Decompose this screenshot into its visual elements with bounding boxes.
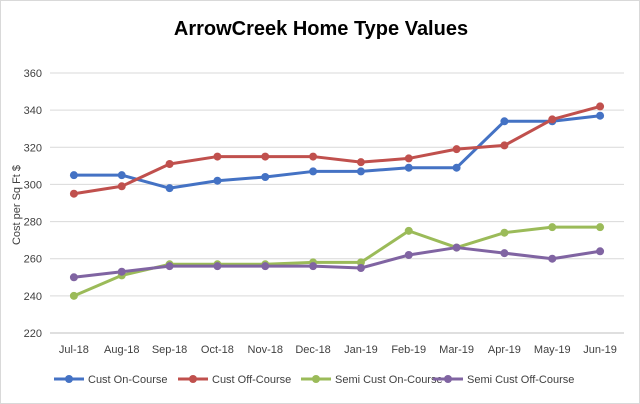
legend-label: Semi Cust On-Course <box>335 374 443 386</box>
y-tick-label: 220 <box>24 328 42 340</box>
x-tick-label: Dec-18 <box>295 344 330 356</box>
legend-label: Semi Cust Off-Course <box>467 374 574 386</box>
x-tick-label: Aug-18 <box>104 344 139 356</box>
data-point <box>117 267 126 276</box>
data-point <box>69 273 78 282</box>
y-tick-label: 340 <box>24 105 42 117</box>
y-axis-label: Cost per Sq Ft $ <box>11 165 23 245</box>
legend-item: Cust Off-Course <box>178 374 291 386</box>
data-point <box>548 254 557 263</box>
x-tick-label: Nov-18 <box>248 344 283 356</box>
y-tick-label: 240 <box>24 291 42 303</box>
series-line <box>73 114 601 190</box>
data-point <box>261 152 270 161</box>
data-point <box>69 171 78 180</box>
x-tick-label: Jun-19 <box>583 344 617 356</box>
data-point <box>596 223 605 232</box>
chart-title: ArrowCreek Home Type Values <box>174 18 468 40</box>
legend-item: Semi Cust Off-Course <box>433 374 574 386</box>
legend-swatch-marker <box>312 375 320 383</box>
gridlines <box>50 72 624 334</box>
legend-swatch-marker <box>65 375 73 383</box>
legend-swatch-marker <box>189 375 197 383</box>
y-tick-label: 320 <box>24 142 42 154</box>
data-point <box>356 258 365 267</box>
data-point <box>261 173 270 181</box>
y-tick-label: 280 <box>24 217 42 229</box>
y-tick-label: 360 <box>24 68 42 80</box>
series-group <box>69 243 605 282</box>
data-point <box>596 111 605 120</box>
data-point <box>309 262 318 271</box>
data-point <box>69 189 78 198</box>
data-point <box>452 145 461 154</box>
data-point <box>356 264 365 272</box>
data-point <box>404 251 413 259</box>
x-tick-label: Jul-18 <box>59 344 89 356</box>
data-point <box>452 243 461 252</box>
data-point <box>356 167 365 176</box>
data-point <box>213 152 222 161</box>
x-tick-label: Mar-19 <box>439 344 474 356</box>
y-axis-ticks: 220 240 260 280 300 320 340 360 <box>24 68 42 340</box>
data-point <box>356 158 365 167</box>
data-point <box>213 262 222 271</box>
series <box>69 102 605 300</box>
data-point <box>500 249 509 258</box>
legend-item: Semi Cust On-Course <box>301 374 443 386</box>
data-point <box>548 223 557 232</box>
legend-label: Cust On-Course <box>88 374 167 386</box>
data-point <box>404 226 413 235</box>
data-point <box>404 163 413 172</box>
series-group <box>69 111 605 193</box>
x-tick-label: Sep-18 <box>152 344 187 356</box>
data-point <box>500 228 509 237</box>
data-point <box>165 184 174 193</box>
series-line <box>73 104 601 196</box>
data-point <box>548 115 557 124</box>
x-tick-label: May-19 <box>534 344 571 356</box>
data-point <box>309 167 318 176</box>
x-axis-ticks: Jul-18 Aug-18 Sep-18 Oct-18 Nov-18 Dec-18 Jan-… <box>59 344 617 356</box>
x-tick-label: Apr-19 <box>488 344 521 356</box>
x-tick-label: Feb-19 <box>391 344 426 356</box>
series-group <box>69 102 605 198</box>
data-point <box>117 182 126 191</box>
data-point <box>165 160 174 168</box>
data-point <box>404 154 413 163</box>
data-point <box>500 117 509 126</box>
data-point <box>117 171 126 180</box>
data-point <box>213 176 222 185</box>
data-point <box>596 247 605 256</box>
legend-label: Cust Off-Course <box>212 374 291 386</box>
data-point <box>309 152 318 161</box>
data-point <box>165 262 174 271</box>
y-tick-label: 260 <box>24 254 42 266</box>
data-point <box>500 141 509 150</box>
series-line <box>73 246 601 279</box>
series-line <box>73 225 601 298</box>
data-point <box>452 163 461 172</box>
data-point <box>261 262 270 271</box>
legend: Cust On-Course Cust Off-Course Semi Cust O… <box>54 374 574 386</box>
data-point <box>596 102 605 111</box>
series-group <box>69 223 605 300</box>
x-tick-label: Oct-18 <box>201 344 234 356</box>
legend-swatch-marker <box>444 375 452 383</box>
legend-item: Cust On-Course <box>54 374 167 386</box>
data-point <box>69 291 78 300</box>
y-tick-label: 300 <box>24 179 42 191</box>
x-tick-label: Jan-19 <box>344 344 378 356</box>
